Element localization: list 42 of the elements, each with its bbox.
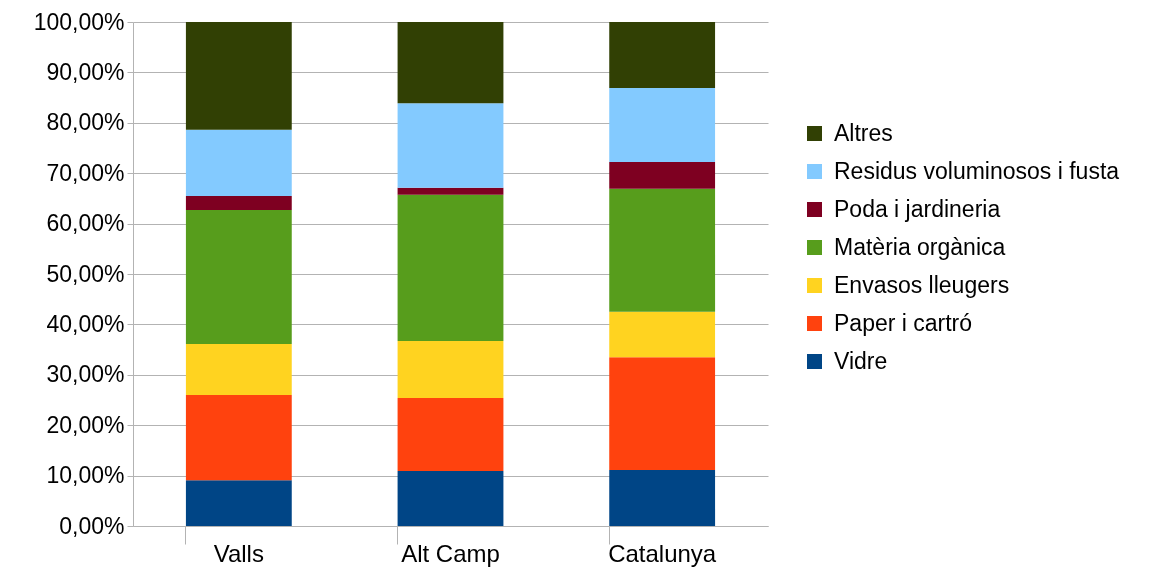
y-tick-label: 90,00% [46,58,125,85]
x-tick-label: Valls [213,539,264,567]
y-tick-label: 20,00% [46,411,125,438]
y-tick-label: 100,00% [33,8,125,35]
bar [185,209,292,345]
bar [185,22,292,130]
y-tick-label: 30,00% [46,361,125,388]
legend-label: Vidre [834,347,888,374]
y-tick-label: 80,00% [46,109,125,136]
bar [397,397,504,472]
bar [609,357,716,471]
bar [609,162,716,189]
legend-label: Matèria orgànica [834,233,1006,260]
bar [609,311,716,358]
y-tick-label: 50,00% [46,260,125,287]
bar [185,344,292,395]
y-tick-label: 10,00% [46,462,125,489]
bar [397,187,504,195]
y-tick-label: 60,00% [46,210,125,237]
bar [609,470,716,526]
bar [185,394,292,481]
bar [185,129,292,196]
y-tick-label: 70,00% [46,159,125,186]
bar [397,194,504,342]
bar [185,480,292,526]
legend-label: Envasos lleugers [834,271,1010,298]
bar [609,188,716,312]
x-tick-label: Alt Camp [401,539,500,567]
bar [397,103,504,188]
y-tick-label: 40,00% [46,310,125,337]
y-tick-label: 0,00% [59,512,125,539]
x-tick-label: Catalunya [608,539,717,567]
bar [397,471,504,526]
bar [609,22,716,89]
legend-label: Residus voluminosos i fusta [834,157,1120,184]
legend-label: Paper i cartró [834,309,973,336]
bar [609,88,716,163]
legend-label: Poda i jardineria [834,195,1001,222]
bar [185,195,292,210]
legend-label: Altres [834,119,893,146]
bar [397,22,504,104]
bar [397,341,504,398]
